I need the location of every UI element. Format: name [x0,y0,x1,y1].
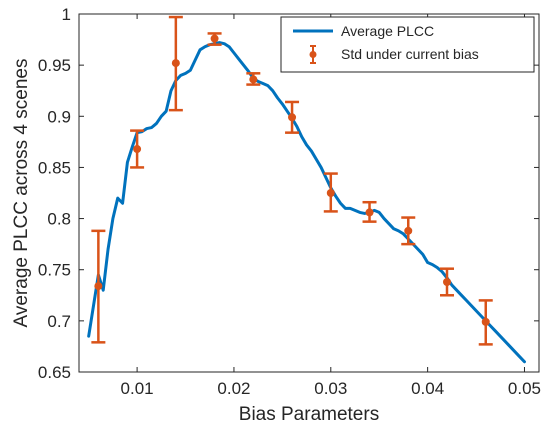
errorbar-layer [91,15,493,346]
y-tick-label: 0.7 [47,312,71,331]
errorbar-marker [481,317,490,326]
errorbar [362,200,377,223]
y-tick-label: 0.85 [38,158,71,177]
errorbar [246,72,261,86]
x-tick-label: 0.04 [411,379,444,398]
y-tick-label: 0.9 [47,107,71,126]
legend-label-average: Average PLCC [341,23,434,39]
errorbar [130,129,145,169]
errorbar [285,100,300,134]
errorbar-marker [94,282,103,291]
errorbar-marker [365,208,374,217]
plot-area [79,14,539,372]
y-tick-label: 1 [62,5,71,24]
lines-layer [87,41,526,364]
legend-label-std: Std under current bias [341,46,479,62]
x-tick-label: 0.01 [121,379,154,398]
average-plcc-line [87,41,526,364]
axes-box [78,13,540,373]
x-tick-label: 0.02 [217,379,250,398]
x-ticks: 0.01 0.02 0.03 0.04 0.05 [121,14,541,398]
errorbar-marker [249,75,258,84]
errorbar [168,15,183,112]
errorbar [478,299,493,346]
x-tick-label: 0.03 [314,379,347,398]
errorbar [323,172,338,213]
legend-errorbar-marker [309,51,317,58]
errorbar-marker [171,59,180,68]
errorbar-marker [133,145,142,154]
legend-box [280,16,535,73]
y-tick-label: 0.75 [38,261,71,280]
errorbar [91,229,106,344]
errorbar-marker [326,189,335,197]
y-ticks: 0.65 0.7 0.75 0.8 0.85 0.9 0.95 1 [38,5,539,382]
y-tick-label: 0.65 [38,363,71,382]
errorbar [401,216,416,246]
x-axis-label: Bias Parameters [239,404,379,425]
errorbar-marker [210,34,219,43]
legend: Average PLCC Std under current bias [280,16,535,73]
errorbar [207,32,222,46]
errorbar-marker [404,226,413,235]
y-axis-label: Average PLCC across 4 scenes [11,59,32,328]
y-tick-label: 0.8 [47,210,71,229]
errorbar-marker [288,113,297,122]
errorbar-marker [443,277,451,286]
y-tick-label: 0.95 [38,56,71,75]
x-tick-label: 0.05 [508,379,541,398]
errorbar [440,267,454,297]
